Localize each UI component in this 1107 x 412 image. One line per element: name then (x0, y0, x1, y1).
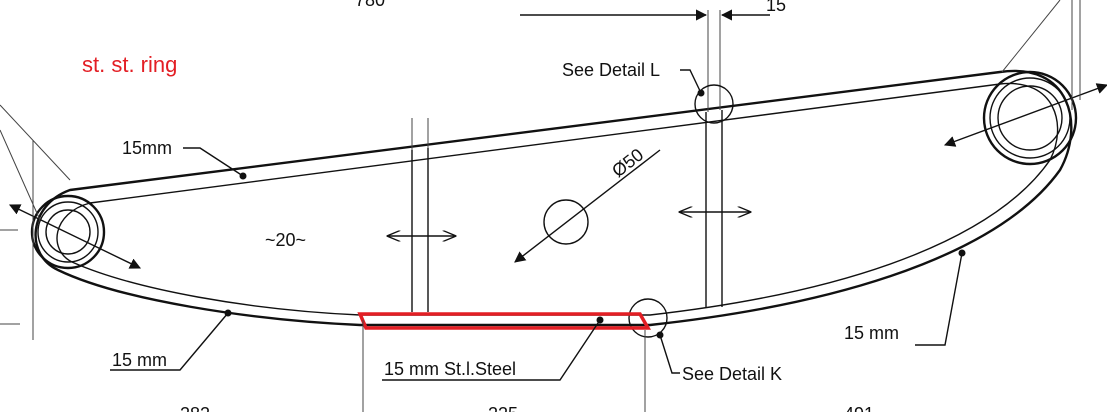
left-pulley-dim (8, 204, 142, 269)
dim-bottom-right: 491 (844, 404, 874, 412)
dim-top-left: 780 (355, 0, 385, 10)
dim-top-right: 15 (766, 0, 786, 15)
detail-k-circle (628, 298, 668, 338)
leader-detail-k (656, 331, 680, 374)
detail-l-label: See Detail L (562, 60, 660, 80)
steel-plate-highlight (357, 312, 652, 330)
detail-l-circle (694, 84, 734, 124)
wall-bottom-left-label: 15 mm (112, 350, 167, 370)
gap-label: ~20~ (265, 230, 306, 250)
dim-bottom-mid: 225 (488, 404, 518, 412)
outer-ring (34, 69, 1073, 327)
dim-bottom-left: 282 (180, 404, 210, 412)
left-pulley (30, 194, 106, 270)
plate-label: 15 mm St.l.Steel (384, 359, 516, 379)
wall-bottom-right-label: 15 mm (844, 323, 899, 343)
stiffener-right (680, 10, 750, 307)
right-pulley (982, 70, 1078, 166)
leader-detail-l (680, 69, 705, 97)
leader-wall-top (183, 147, 247, 180)
stiffener-left (388, 118, 455, 312)
leader-bottom-left (110, 309, 232, 371)
title: st. st. ring (82, 52, 177, 77)
extension-lines (0, 0, 1081, 412)
leader-bottom-right (915, 249, 966, 346)
leader-plate (382, 316, 604, 381)
center-hole: Ø50 (514, 144, 661, 263)
detail-k-label: See Detail K (682, 364, 782, 384)
wall-top-label: 15mm (122, 138, 172, 158)
right-pulley-dim (943, 83, 1107, 147)
